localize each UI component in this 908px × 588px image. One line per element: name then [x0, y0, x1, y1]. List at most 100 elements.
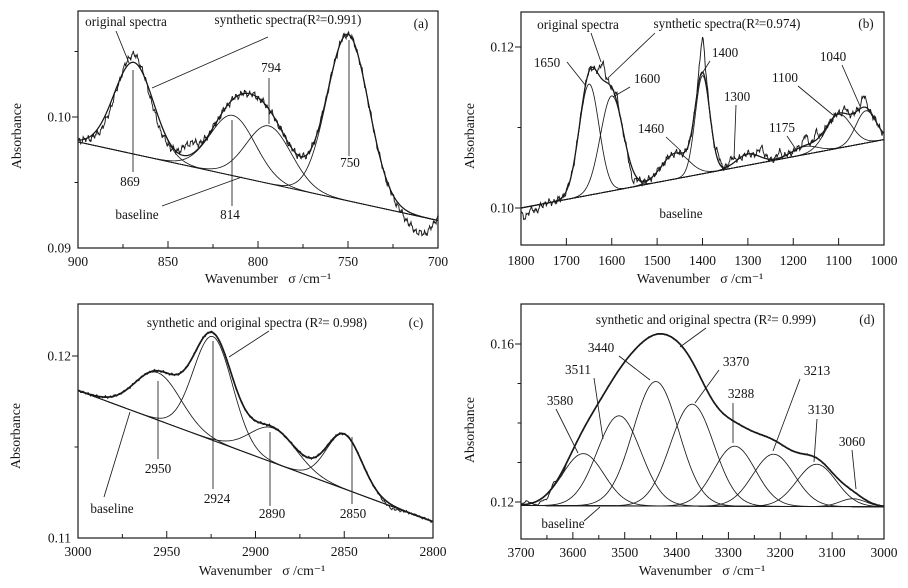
panel-letter-a: (a) — [414, 16, 429, 31]
peak-label-1400-b: 1400 — [712, 45, 739, 60]
y-axis-title-b: Absorbance — [462, 103, 477, 169]
curve-synthetic-b — [520, 66, 885, 209]
original-spectra-label-b: original spectra — [537, 17, 619, 32]
y-tick-label-b-0.10: 0.10 — [490, 201, 514, 216]
panel-d-frame — [520, 303, 885, 540]
peak-label-3370-leader-d — [694, 369, 720, 404]
peak-label-1175-leader-b — [786, 135, 798, 152]
x-tick-label-d-3100: 3100 — [819, 545, 846, 560]
synthetic-original-spectra-label-leader-c — [228, 330, 270, 358]
peak-label-1600-b: 1600 — [634, 71, 661, 86]
y-axis-title-a: Absorbance — [9, 103, 24, 169]
axis-ticks-a — [72, 51, 394, 248]
peak-label-750-a: 750 — [340, 155, 360, 170]
peak-label-3580-d: 3580 — [547, 393, 574, 408]
x-tick-label-b-1500: 1500 — [644, 253, 671, 268]
peak-label-1040-b: 1040 — [820, 49, 847, 64]
peak-label-3288-d: 3288 — [728, 386, 755, 401]
curve-component-a-814 — [77, 114, 439, 221]
peak-label-814-a: 814 — [220, 207, 240, 222]
original-spectra-label-leader-a — [115, 30, 130, 64]
panel-letter-b: (b) — [858, 16, 873, 31]
x-tick-label-b-1200: 1200 — [780, 253, 807, 268]
synthetic-spectra-label-a: synthetic spectra(R²=0.991) — [215, 12, 362, 27]
x-tick-label-d-3600: 3600 — [559, 545, 586, 560]
peak-label-3213-d: 3213 — [804, 363, 831, 378]
axis-ticks-d — [515, 343, 859, 539]
panel-b: 1800 1700 1600 1500 1400 1300 1200 1100 1000 0.10… — [462, 11, 898, 286]
peak-label-1460-b: 1460 — [638, 121, 665, 136]
axis-ticks-c — [72, 355, 390, 538]
curves-c — [77, 330, 434, 524]
baseline-label-b: baseline — [659, 206, 702, 221]
peak-label-3213-leader-d — [772, 378, 801, 452]
x-tick-label-d-3500: 3500 — [611, 545, 638, 560]
x-tick-label-b-1600: 1600 — [598, 253, 625, 268]
curve-synthetic-d — [520, 332, 885, 508]
x-tick-label-c-2850: 2850 — [331, 544, 358, 559]
x-tick-label-c-3000: 3000 — [65, 544, 92, 559]
x-tick-label-b-1400: 1400 — [689, 253, 716, 268]
curve-component-b-1400 — [520, 75, 885, 209]
peak-label-2924-c: 2924 — [204, 491, 231, 506]
peak-label-1040-leader-b — [841, 64, 861, 107]
x-tick-label-b-1300: 1300 — [734, 253, 761, 268]
y-tick-label-c-0.12: 0.12 — [47, 349, 71, 364]
x-axis-title-d: Wavenumber σ /cm⁻¹ — [639, 563, 766, 578]
y-axis-title-c: Absorbance — [8, 403, 23, 469]
curve-component-d-3580 — [520, 453, 884, 508]
x-tick-label-d-3200: 3200 — [767, 545, 794, 560]
peak-label-1650-leader-b — [566, 61, 587, 87]
peak-label-1400-leader-b — [700, 60, 711, 76]
curve-synthetic-a — [77, 33, 439, 222]
curve-component-a-869 — [77, 61, 439, 221]
peak-label-869-a: 869 — [120, 174, 140, 189]
peak-label-1650-b: 1650 — [534, 55, 561, 70]
x-tick-label-a-800: 800 — [248, 254, 269, 269]
x-axis-title-b: Wavenumber σ /cm⁻¹ — [637, 271, 764, 286]
panel-c: 3000 2950 2900 2850 2800 0.11 0.12 Wavenumber σ… — [8, 303, 447, 578]
peak-label-2850-c: 2850 — [340, 506, 367, 521]
curve-component-b-1040 — [520, 110, 885, 209]
panel-d: 3700 3600 3500 3400 3300 3200 3100 3000 0.12 0.16… — [462, 303, 898, 578]
curve-synthetic-c — [77, 331, 434, 523]
curve-component-d-3213 — [521, 453, 884, 508]
curves-a — [77, 30, 439, 237]
x-tick-label-c-2800: 2800 — [420, 544, 447, 559]
x-tick-label-b-1000: 1000 — [871, 253, 898, 268]
x-tick-label-a-750: 750 — [338, 254, 359, 269]
panel-letter-d: (d) — [859, 312, 874, 327]
curve-component-b-1650 — [520, 83, 885, 209]
baseline-label-leader-a — [161, 176, 243, 207]
peak-label-3130-leader-d — [813, 418, 818, 463]
curve-original-d — [520, 332, 885, 508]
y-tick-label-b-0.12: 0.12 — [490, 40, 514, 55]
x-tick-label-d-3300: 3300 — [715, 545, 742, 560]
synthetic-original-spectra-label-leader-d — [679, 327, 707, 348]
baseline-label-leader-c — [103, 411, 131, 498]
peak-label-3440-leader-d — [618, 355, 651, 381]
curve-component-b-1100 — [520, 113, 885, 209]
curves-b — [520, 36, 885, 221]
y-tick-label-d-0.12: 0.12 — [490, 495, 514, 510]
curve-original-c — [77, 330, 434, 524]
peak-label-794-a: 794 — [261, 60, 281, 75]
peak-label-1100-leader-b — [797, 85, 834, 116]
x-tick-label-d-3000: 3000 — [871, 545, 898, 560]
baseline-label-a: baseline — [115, 207, 158, 222]
peak-label-1100-b: 1100 — [772, 70, 798, 85]
x-tick-label-a-700: 700 — [428, 254, 449, 269]
peak-label-1460-leader-b — [665, 136, 682, 152]
peak-label-3511-leader-d — [593, 377, 604, 440]
baseline-label-leader-d — [583, 506, 601, 522]
curve-original-a — [77, 30, 439, 237]
original-spectra-label-leader-b — [590, 32, 602, 63]
y-tick-label-d-0.16: 0.16 — [490, 337, 514, 352]
x-axis-title-a: Wavenumber σ /cm⁻¹ — [205, 271, 332, 286]
x-tick-label-b-1800: 1800 — [508, 253, 535, 268]
peak-label-1600-leader-b — [612, 86, 631, 98]
x-tick-label-a-900: 900 — [68, 254, 89, 269]
panel-a: 900 850 800 750 700 0.09 0.10 Wavenumber σ /cm⁻… — [9, 10, 449, 286]
x-tick-label-c-2950: 2950 — [153, 544, 180, 559]
